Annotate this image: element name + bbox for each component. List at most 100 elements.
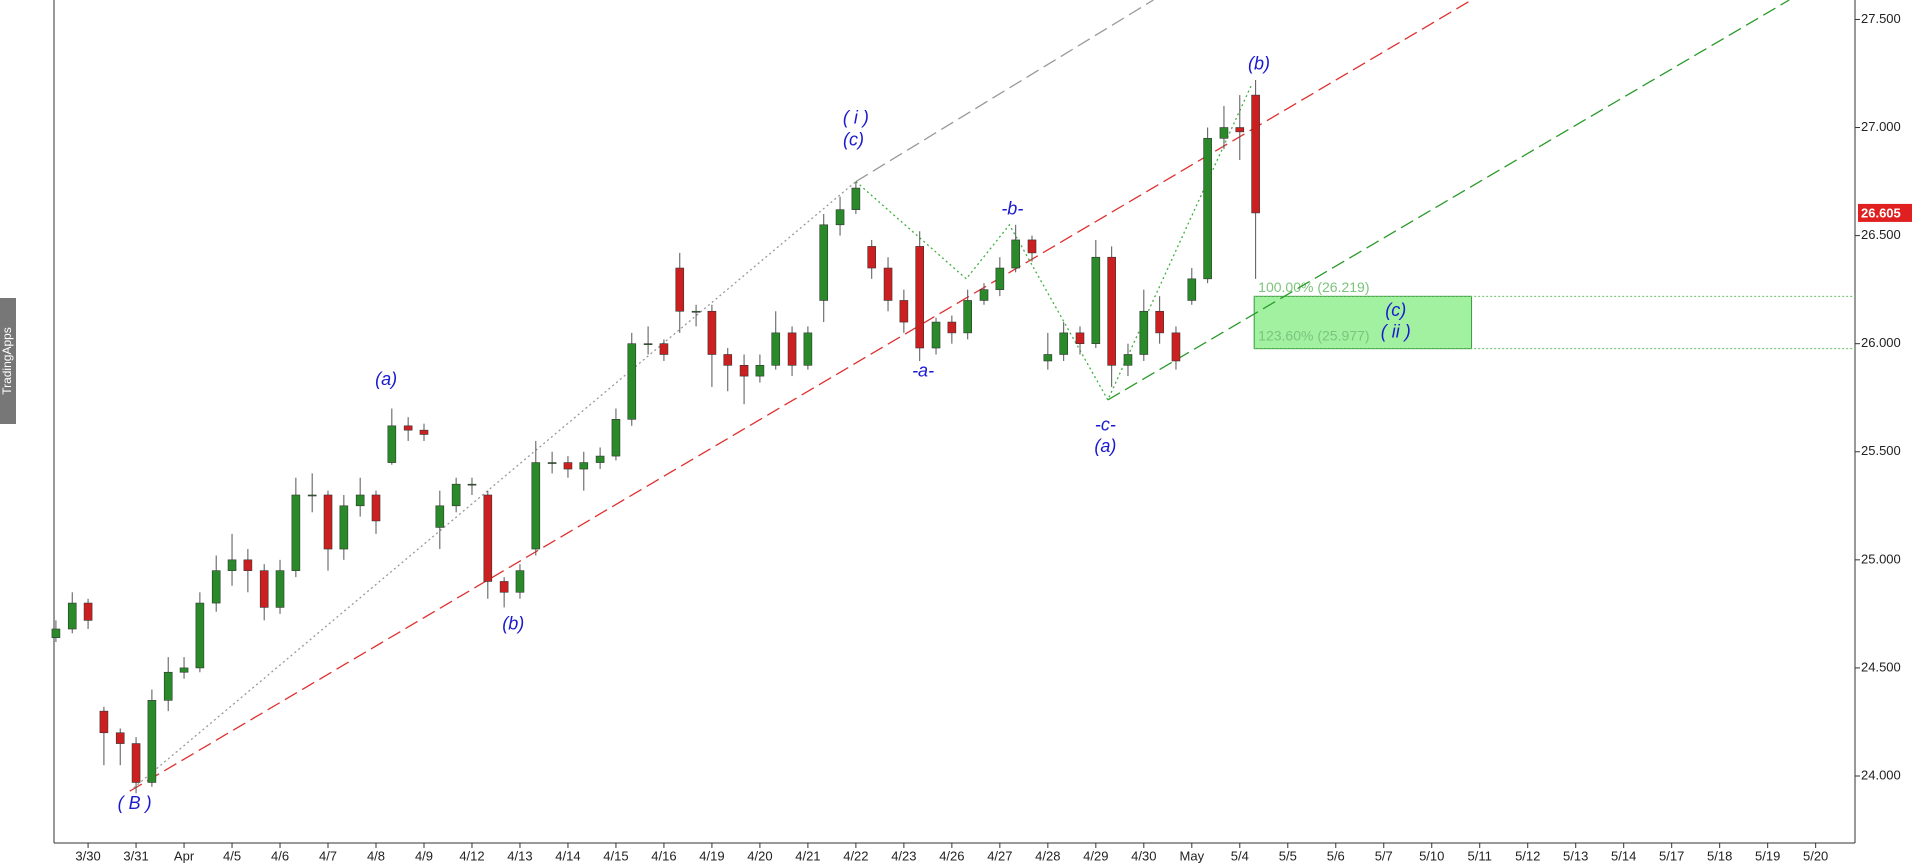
last-price-box — [1858, 203, 1912, 222]
candle-body — [1171, 332, 1181, 362]
candle-body — [835, 209, 845, 226]
candle-body — [947, 321, 957, 334]
x-tick-label: 4/19 — [699, 848, 724, 863]
candle-body — [435, 505, 445, 528]
candle-body — [787, 332, 797, 366]
watermark: TradingApps — [0, 327, 14, 395]
candle-body — [99, 710, 109, 734]
candle-body — [1235, 127, 1245, 133]
x-tick-label: 4/21 — [795, 848, 820, 863]
candle-body — [819, 224, 829, 301]
candle-body — [163, 671, 173, 701]
candle-body — [1139, 310, 1149, 355]
x-tick-label: 4/5 — [223, 848, 241, 863]
wave-label: (b) — [502, 613, 524, 633]
x-tick-label: 5/12 — [1515, 848, 1540, 863]
x-tick-label: 5/13 — [1563, 848, 1588, 863]
candle-body — [851, 187, 861, 210]
fib-label: 123.60% (25.977) — [1258, 327, 1369, 343]
x-tick-label: 3/30 — [75, 848, 100, 863]
candle-body — [291, 494, 301, 571]
x-tick-label: 4/13 — [507, 848, 532, 863]
x-tick-label: 4/6 — [271, 848, 289, 863]
candle-body — [595, 455, 605, 463]
candle-body — [1027, 239, 1037, 254]
candle-body — [195, 602, 205, 669]
wave-label: (c) — [1385, 300, 1406, 320]
candle-body — [1107, 256, 1116, 366]
candle-body — [547, 462, 557, 464]
candle-body — [803, 332, 813, 366]
candle-body — [467, 483, 477, 486]
candle-body — [627, 343, 637, 420]
y-tick-label: 26.500 — [1861, 227, 1901, 242]
y-tick-label: 25.500 — [1861, 443, 1901, 458]
candle-body — [115, 732, 125, 744]
candle-body — [867, 246, 877, 269]
last-price-label: 26.605 — [1861, 205, 1901, 220]
y-tick-label: 27.000 — [1861, 119, 1901, 134]
candle-body — [1059, 332, 1068, 355]
candle-body — [707, 310, 717, 355]
candle-body — [899, 300, 909, 323]
x-tick-label: 5/5 — [1279, 848, 1297, 863]
candle-body — [483, 494, 493, 582]
candle-body — [131, 743, 141, 783]
wave-label: ( ii ) — [1381, 322, 1411, 342]
watermark-tab — [0, 298, 16, 424]
candle-body — [1187, 278, 1197, 301]
candle-body — [531, 462, 541, 550]
candle-body — [1155, 310, 1164, 334]
candle-body — [227, 559, 237, 571]
x-tick-label: May — [1180, 848, 1205, 863]
candle-body — [643, 343, 653, 345]
candle-body — [963, 300, 972, 334]
candle-body — [691, 310, 701, 313]
candle-body — [915, 246, 925, 349]
candle-body — [739, 364, 749, 377]
candle-body — [147, 700, 157, 783]
candle-body — [51, 628, 61, 638]
x-tick-label: 4/30 — [1131, 848, 1156, 863]
y-tick-label: 27.500 — [1861, 11, 1901, 26]
candle-body — [883, 267, 893, 301]
y-tick-label: 25.000 — [1861, 551, 1901, 566]
candle-body — [243, 559, 253, 571]
x-tick-label: Apr — [174, 848, 195, 863]
wave-label: -c- — [1095, 415, 1116, 435]
x-tick-label: 4/15 — [603, 848, 628, 863]
candle-body — [259, 570, 269, 608]
x-tick-label: 4/9 — [415, 848, 433, 863]
x-tick-label: 4/28 — [1035, 848, 1060, 863]
candle-body — [611, 419, 621, 457]
x-tick-label: 4/16 — [651, 848, 676, 863]
candle-body — [563, 462, 573, 470]
x-tick-label: 5/19 — [1755, 848, 1780, 863]
candle-body — [211, 570, 221, 604]
candle-body — [1123, 354, 1133, 366]
x-tick-label: 5/17 — [1659, 848, 1684, 863]
wave-label: (c) — [843, 129, 864, 149]
candle-body — [659, 343, 669, 355]
candle-body — [1219, 127, 1229, 139]
candle-body — [1091, 256, 1101, 344]
candle-body — [275, 570, 285, 608]
x-tick-label: 4/29 — [1083, 848, 1108, 863]
candle-body — [1075, 332, 1085, 344]
wave-label: -a- — [912, 361, 934, 381]
candle-body — [371, 494, 381, 522]
candle-body — [675, 267, 685, 312]
candle-body — [323, 494, 333, 550]
x-tick-label: 4/12 — [459, 848, 484, 863]
candle-body — [339, 505, 349, 550]
candle-body — [1203, 138, 1212, 280]
candle-body — [403, 425, 413, 431]
candle-body — [67, 602, 77, 630]
candle-body — [1251, 94, 1260, 214]
wave-label: (a) — [1094, 436, 1116, 456]
x-tick-label: 5/18 — [1707, 848, 1732, 863]
y-tick-label: 26.000 — [1861, 335, 1901, 350]
candle-body — [995, 267, 1005, 290]
